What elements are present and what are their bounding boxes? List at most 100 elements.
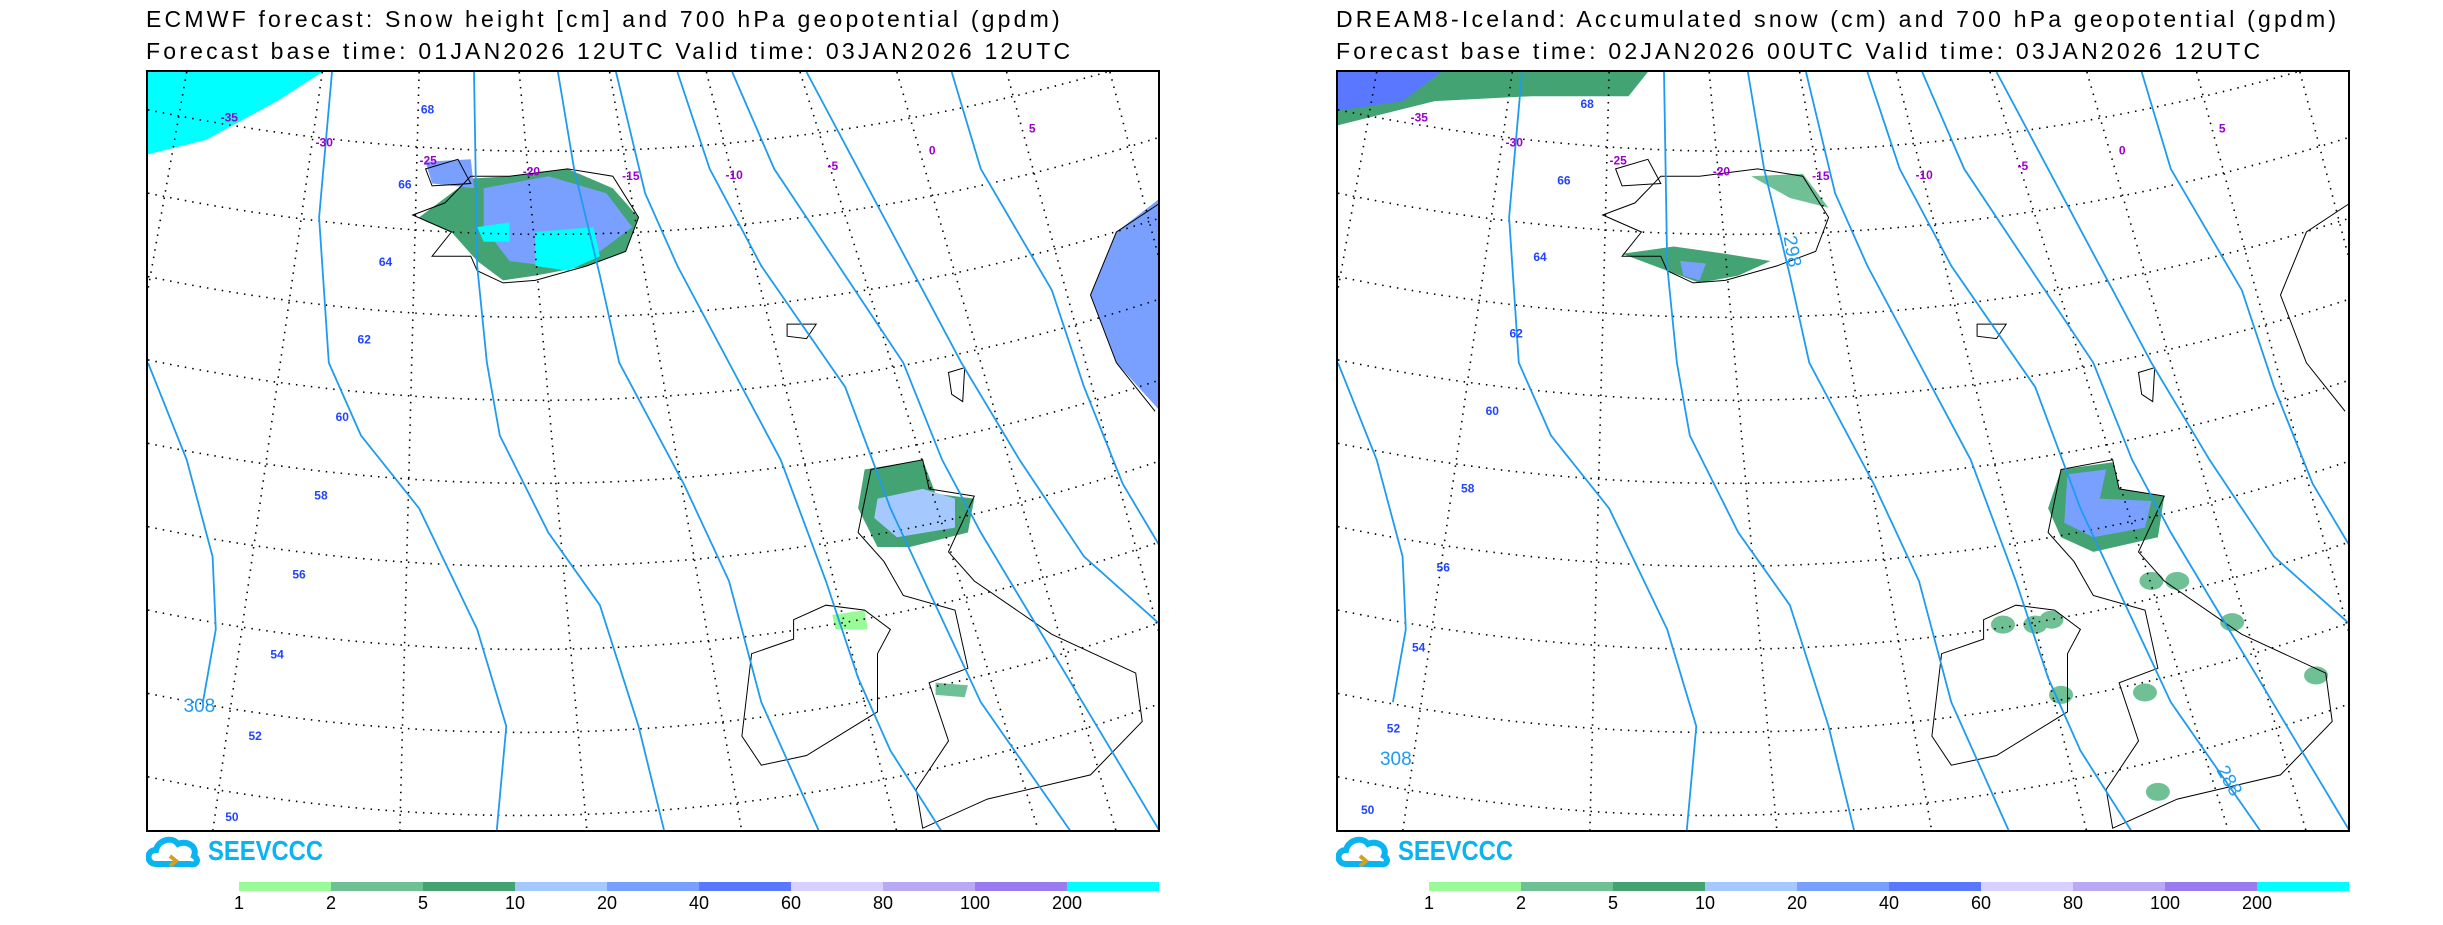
seevccc-logo: SEEVCCC — [146, 833, 343, 869]
latitude-label: 68 — [421, 102, 435, 116]
latitude-label: 54 — [1412, 640, 1426, 654]
map-dream8: 308 298 288 68 66 64 62 60 58 56 54 52 50 -35 -30 -25 -2… — [1336, 70, 2350, 832]
longitude-label: 5 — [2219, 122, 2226, 136]
colorbar — [1429, 882, 2349, 891]
parallel-line — [148, 298, 1158, 402]
longitude-label: -10 — [725, 168, 743, 182]
coastlines — [411, 158, 1158, 829]
latitude-label: 56 — [1437, 560, 1451, 574]
contour-line — [148, 362, 217, 703]
coastline-ireland — [1931, 604, 2082, 766]
colorbar-swatch-6 — [791, 882, 883, 891]
parallel-line — [148, 622, 1158, 734]
graticule — [1338, 72, 2348, 830]
contour-label: 308 — [1380, 749, 1412, 770]
coastline-shetland — [2137, 367, 2156, 403]
map-ecmwf: 308 68 66 64 62 60 58 56 54 52 50 -35 -30 -25 -20 -15 -1… — [146, 70, 1160, 832]
colorbar-label: 40 — [688, 893, 710, 913]
meridian-line — [1005, 72, 1158, 633]
contour-line — [615, 72, 942, 830]
parallel-line — [148, 217, 1158, 319]
meridian-line — [2086, 72, 2307, 830]
latitude-label: 56 — [292, 568, 306, 582]
longitude-label: -10 — [1915, 168, 1933, 182]
colorbar-label: 60 — [780, 893, 802, 913]
parallel-line — [1338, 703, 2348, 817]
colorbar-label: 20 — [1786, 893, 1808, 913]
coastline-iceland — [411, 168, 640, 284]
panel-ecmwf: ECMWF forecast: Snow height [cm] and 700… — [146, 0, 1160, 925]
contour-line — [473, 72, 665, 830]
contour-label: 308 — [184, 696, 216, 717]
snow-patch — [2145, 782, 2170, 801]
contour-line — [676, 72, 1071, 830]
snow-patch — [1990, 615, 2015, 634]
latitude-label: 50 — [225, 810, 239, 824]
logo-text: SEEVCCC — [208, 835, 324, 866]
latitude-label: 64 — [379, 255, 393, 269]
panel-title: ECMWF forecast: Snow height [cm] and 700… — [146, 6, 1063, 32]
colorbar-label: 10 — [1694, 893, 1716, 913]
latitude-label: 60 — [1486, 404, 1500, 418]
contour-line — [2140, 72, 2348, 545]
longitude-label: -35 — [1411, 111, 1429, 125]
latitude-label: 68 — [1580, 97, 1594, 111]
contour-line — [1805, 72, 2132, 830]
coastline-faroe — [1976, 323, 2008, 340]
colorbar-labels: 1 2 5 10 20 40 60 80 100 200 — [1424, 893, 2349, 913]
colorbar-label: 10 — [504, 893, 526, 913]
colorbar-swatch-9 — [2257, 882, 2349, 891]
panel-title: DREAM8-Iceland: Accumulated snow (cm) an… — [1336, 6, 2340, 32]
colorbar-swatch-4 — [607, 882, 699, 891]
colorbar-swatch-3 — [1705, 882, 1797, 891]
coastline-norway — [2279, 203, 2348, 412]
coastline-norway — [1089, 203, 1158, 412]
parallel-line — [1338, 136, 2348, 236]
colorbar-label: 5 — [1607, 893, 1619, 913]
meridian-line — [148, 72, 188, 294]
latitude-label: 62 — [358, 333, 372, 347]
meridian-line — [705, 72, 898, 830]
cloud-logo-icon — [146, 836, 200, 868]
longitude-label: -5 — [827, 159, 838, 173]
seevccc-logo: SEEVCCC — [1336, 833, 1533, 869]
latitude-label: 64 — [1533, 250, 1547, 264]
colorbar-swatch-3 — [515, 882, 607, 891]
meridian-line — [1338, 72, 1378, 294]
colorbar-swatch-6 — [1981, 882, 2073, 891]
longitude-label: 0 — [929, 144, 936, 158]
parallel-line — [1338, 541, 2348, 651]
meridian-line — [1708, 72, 1778, 830]
snow-patch — [2039, 610, 2064, 629]
contour-line — [1508, 72, 1698, 830]
colorbar-labels: 1 2 5 10 20 40 60 80 100 200 — [234, 893, 1159, 913]
parallel-line — [148, 136, 1158, 236]
coastline-great-britain — [857, 459, 1143, 829]
colorbar-swatch-7 — [883, 882, 975, 891]
snow-patch — [2132, 683, 2157, 702]
snow-area-wales — [935, 682, 968, 698]
coastline-westfjords — [1614, 158, 1662, 187]
latitude-label: 62 — [1509, 326, 1523, 340]
panel-subtitle: Forecast base time: 01JAN2026 12UTC Vali… — [146, 38, 1074, 64]
contour-line — [1995, 72, 2348, 624]
coastline-great-britain — [2047, 459, 2333, 829]
colorbar-label: 60 — [1970, 893, 1992, 913]
snow-area-scotland-high — [874, 488, 955, 538]
meridian-line — [896, 72, 1117, 830]
colorbar-swatch-9 — [1067, 882, 1159, 891]
longitude-label: 5 — [1029, 122, 1036, 136]
map-canvas: 30829828868666462605856545250-35-30-25-2… — [1338, 72, 2348, 830]
panel-dream8: DREAM8-Iceland: Accumulated snow (cm) an… — [1336, 0, 2350, 925]
longitude-label: -5 — [2017, 159, 2028, 173]
parallel-line — [148, 703, 1158, 817]
colorbar-label: 40 — [1878, 893, 1900, 913]
snow-patch — [2139, 571, 2164, 590]
snow-patch — [2304, 666, 2329, 685]
colorbar-swatch-0 — [1429, 882, 1521, 891]
colorbar-swatch-5 — [1889, 882, 1981, 891]
colorbar-label: 80 — [872, 893, 894, 913]
colorbar-swatch-1 — [1521, 882, 1613, 891]
snow-area-greenland — [148, 72, 323, 155]
colorbar-swatch-0 — [239, 882, 331, 891]
